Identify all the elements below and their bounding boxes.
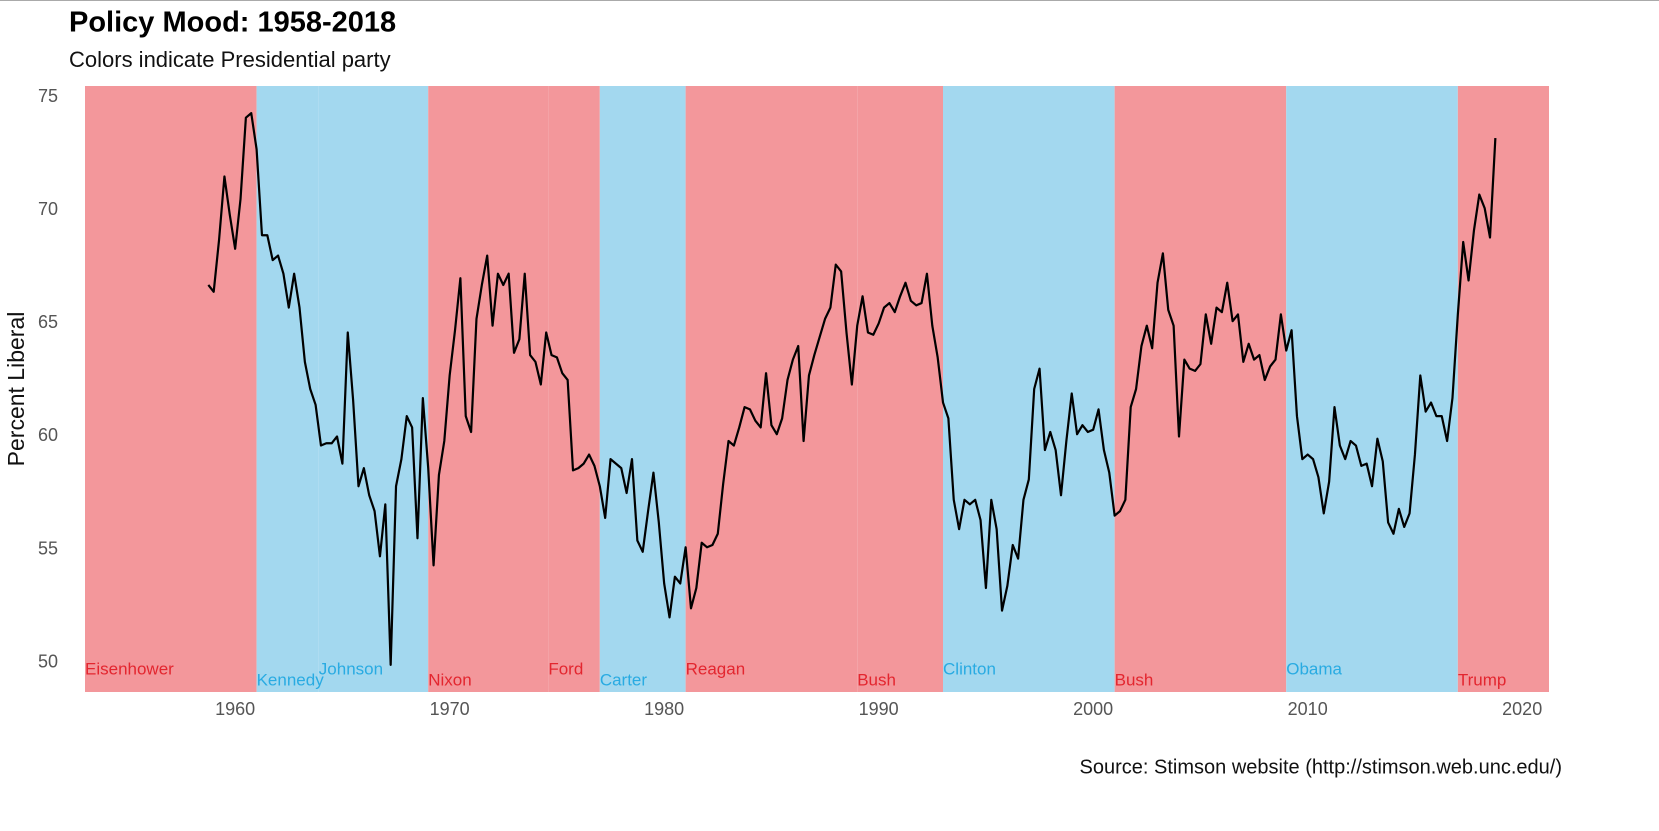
chart-subtitle: Colors indicate Presidential party bbox=[69, 47, 391, 72]
x-tick-label: 2020 bbox=[1502, 699, 1542, 719]
y-tick-label: 50 bbox=[38, 651, 58, 671]
y-tick-label: 55 bbox=[38, 538, 58, 558]
president-band bbox=[1114, 86, 1287, 692]
y-tick-label: 60 bbox=[38, 425, 58, 445]
president-band bbox=[943, 86, 1115, 692]
president-label: Eisenhower bbox=[85, 659, 174, 678]
president-band bbox=[685, 86, 858, 692]
president-label: Trump bbox=[1458, 670, 1507, 689]
president-band bbox=[85, 86, 257, 692]
president-band bbox=[599, 86, 686, 692]
president-band bbox=[428, 86, 549, 692]
president-label: Reagan bbox=[686, 659, 746, 678]
president-label: Clinton bbox=[943, 659, 996, 678]
y-tick-label: 65 bbox=[38, 312, 58, 332]
president-band bbox=[548, 86, 600, 692]
president-band bbox=[857, 86, 944, 692]
x-tick-label: 1960 bbox=[215, 699, 255, 719]
president-band bbox=[318, 86, 429, 692]
president-label: Nixon bbox=[428, 670, 471, 689]
y-axis-label: Percent Liberal bbox=[3, 312, 29, 467]
president-label: Ford bbox=[548, 659, 583, 678]
president-label: Johnson bbox=[319, 659, 383, 678]
president-label: Bush bbox=[1115, 670, 1154, 689]
president-label: Obama bbox=[1286, 659, 1342, 678]
president-band bbox=[1457, 86, 1549, 692]
mood-line bbox=[207, 112, 1497, 666]
x-tick-label: 1990 bbox=[859, 699, 899, 719]
president-label: Carter bbox=[600, 670, 648, 689]
president-label: Bush bbox=[857, 670, 896, 689]
x-tick-label: 2010 bbox=[1288, 699, 1328, 719]
x-tick-label: 2000 bbox=[1073, 699, 1113, 719]
president-label: Kennedy bbox=[257, 670, 325, 689]
chart-title: Policy Mood: 1958-2018 bbox=[69, 7, 396, 39]
y-tick-label: 75 bbox=[38, 86, 58, 106]
x-tick-label: 1980 bbox=[644, 699, 684, 719]
x-tick-label: 1970 bbox=[430, 699, 470, 719]
y-tick-label: 70 bbox=[38, 199, 58, 219]
president-band bbox=[1286, 86, 1458, 692]
president-band bbox=[256, 86, 319, 692]
source-note: Source: Stimson website (http://stimson.… bbox=[1080, 756, 1562, 778]
